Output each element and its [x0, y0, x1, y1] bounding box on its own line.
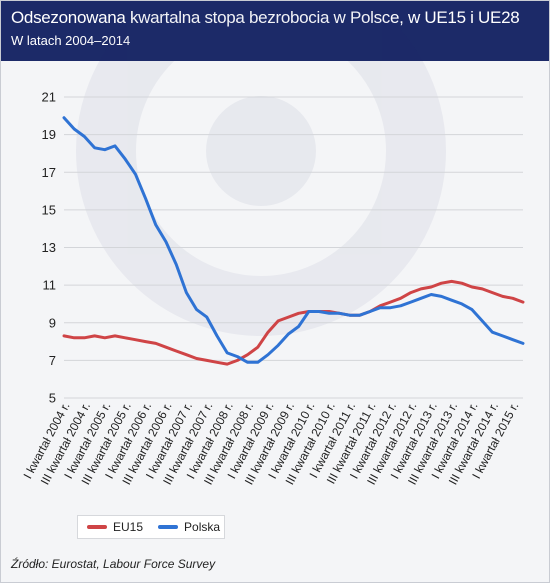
- legend-label-eu15: EU15: [113, 520, 144, 534]
- x-axis-tick-labels: I kwartał 2004 r.III kwartał 2004 r.I kw…: [21, 400, 522, 487]
- y-tick-label: 15: [42, 202, 56, 217]
- legend-swatch-polska: [158, 525, 179, 529]
- y-tick-label: 5: [49, 391, 56, 406]
- source-note: Źródło: Eurostat, Labour Force Survey: [11, 557, 216, 571]
- y-tick-label: 17: [42, 165, 56, 180]
- legend-label-polska: Polska: [184, 520, 221, 534]
- y-tick-label: 19: [42, 127, 56, 142]
- y-tick-label: 9: [49, 315, 56, 330]
- legend: EU15 Polska: [77, 515, 225, 539]
- series-line-polska: [62, 116, 525, 364]
- legend-item-polska: Polska: [158, 520, 220, 534]
- y-axis-tick-labels: 5 7 9 11 13 15 17 19 21: [42, 90, 56, 406]
- legend-item-eu15: EU15: [87, 520, 143, 534]
- series-lines: [62, 116, 525, 366]
- legend-swatch-eu15: [87, 525, 107, 529]
- chart-subtitle: W latach 2004–2014: [11, 33, 131, 48]
- chart-header: Odsezonowana kwartalna stopa bezrobocia …: [1, 1, 549, 61]
- y-tick-label: 11: [43, 278, 57, 293]
- series-line-eu15: [62, 279, 525, 366]
- y-tick-label: 7: [49, 353, 56, 368]
- y-tick-label: 21: [42, 90, 56, 105]
- gridlines: [64, 96, 523, 399]
- y-tick-label: 13: [42, 240, 56, 255]
- chart-title: Odsezonowana kwartalna stopa bezrobocia …: [11, 8, 520, 27]
- watermark-logo: [76, 1, 446, 336]
